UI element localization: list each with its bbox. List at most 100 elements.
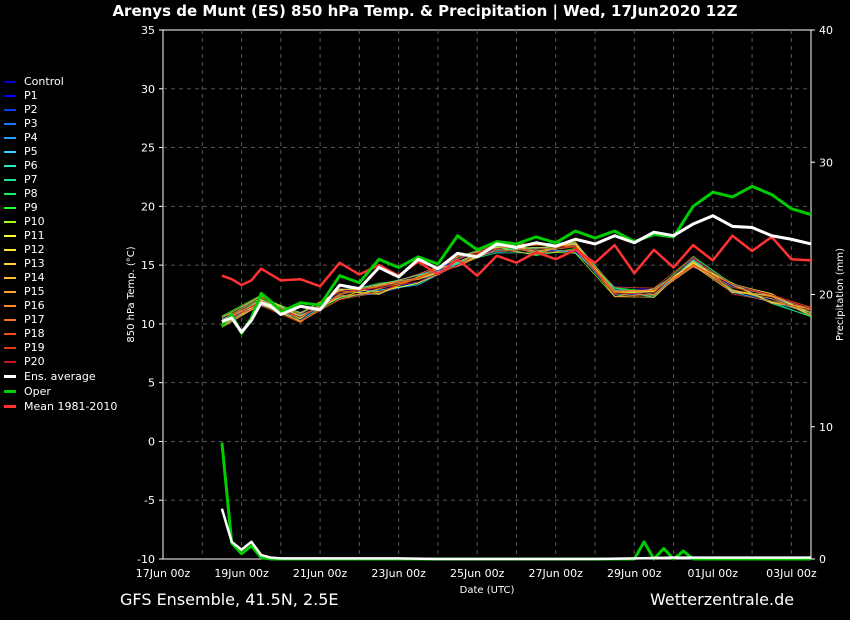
legend-item: P18	[4, 327, 117, 341]
legend-label: Ens. average	[24, 370, 96, 383]
legend-swatch	[4, 207, 16, 209]
temp-series-line	[220, 184, 812, 335]
legend-item: P9	[4, 201, 117, 215]
precip-series-line	[220, 442, 811, 561]
legend-label: P13	[24, 257, 45, 270]
legend-item: P8	[4, 187, 117, 201]
legend-label: P15	[24, 285, 45, 298]
legend-label: P16	[24, 299, 45, 312]
legend-item: P4	[4, 131, 117, 145]
legend-swatch	[4, 347, 16, 349]
legend-item: P16	[4, 299, 117, 313]
legend-swatch	[4, 151, 16, 153]
legend-item: P15	[4, 285, 117, 299]
legend-label: Mean 1981-2010	[24, 400, 118, 413]
legend-label: P18	[24, 327, 45, 340]
legend-label: P12	[24, 243, 45, 256]
x-tick-label: 19Jun 00z	[214, 567, 269, 580]
temp-series-line	[221, 214, 812, 334]
legend-swatch	[4, 375, 16, 378]
legend-label: P7	[24, 173, 38, 186]
site-credit: Wetterzentrale.de	[650, 590, 795, 609]
legend-swatch	[4, 405, 16, 408]
y-tick-label: 0	[148, 435, 155, 448]
legend-item: P2	[4, 103, 117, 117]
legend-swatch	[4, 319, 16, 321]
legend-item: P19	[4, 341, 117, 355]
legend-swatch	[4, 361, 16, 363]
legend-label: Control	[24, 75, 64, 88]
legend-item: P6	[4, 159, 117, 173]
legend-swatch	[4, 305, 16, 307]
legend-swatch	[4, 165, 16, 167]
legend-swatch	[4, 123, 16, 125]
legend-item: Ens. average	[4, 369, 117, 384]
legend-label: Oper	[24, 385, 51, 398]
x-tick-label: 21Jun 00z	[293, 567, 348, 580]
legend-label: P17	[24, 313, 45, 326]
legend-label: P11	[24, 229, 45, 242]
y-tick-label: 25	[141, 142, 155, 155]
legend-swatch	[4, 235, 16, 237]
legend-item: P20	[4, 355, 117, 369]
legend-swatch	[4, 263, 16, 265]
precip-series-line	[220, 508, 811, 561]
temp-series-line	[221, 234, 812, 288]
legend-label: P9	[24, 201, 38, 214]
legend-swatch	[4, 249, 16, 251]
legend-swatch	[4, 109, 16, 111]
legend-item: Control	[4, 75, 117, 89]
legend-item: P5	[4, 145, 117, 159]
legend-swatch	[4, 333, 16, 335]
legend-item: P14	[4, 271, 117, 285]
legend-item: P3	[4, 117, 117, 131]
legend-swatch	[4, 137, 16, 139]
y-tick-label: -10	[137, 553, 155, 566]
y2-tick-label: 40	[819, 24, 833, 37]
legend-swatch	[4, 291, 16, 293]
y-axis-label: 850 hPa Temp. (°C)	[126, 246, 137, 342]
x-tick-label: 03Jul 00z	[766, 567, 817, 580]
legend-swatch	[4, 390, 16, 393]
legend-swatch	[4, 179, 16, 181]
legend-item: P7	[4, 173, 117, 187]
x-tick-label: 23Jun 00z	[371, 567, 426, 580]
legend-swatch	[4, 221, 16, 223]
legend-label: P5	[24, 145, 38, 158]
y-tick-label: 10	[141, 318, 155, 331]
legend-swatch	[4, 95, 16, 97]
legend-label: P10	[24, 215, 45, 228]
legend-label: P4	[24, 131, 38, 144]
y-tick-label: -5	[144, 494, 155, 507]
legend-item: P13	[4, 257, 117, 271]
x-axis-label: Date (UTC)	[460, 585, 515, 596]
x-tick-label: 27Jun 00z	[529, 567, 584, 580]
legend-item: P11	[4, 229, 117, 243]
x-tick-label: 01Jul 00z	[688, 567, 739, 580]
y2-tick-label: 30	[819, 156, 833, 169]
legend-label: P14	[24, 271, 45, 284]
y-tick-label: 15	[141, 259, 155, 272]
legend-label: P20	[24, 355, 45, 368]
y-tick-label: 30	[141, 83, 155, 96]
y2-tick-label: 20	[819, 289, 833, 302]
legend-label: P2	[24, 103, 38, 116]
legend-swatch	[4, 193, 16, 195]
legend-item: P17	[4, 313, 117, 327]
x-tick-label: 29Jun 00z	[607, 567, 662, 580]
y-tick-label: 5	[148, 377, 155, 390]
y-tick-label: 35	[141, 24, 155, 37]
model-info: GFS Ensemble, 41.5N, 2.5E	[120, 590, 339, 609]
legend-swatch	[4, 277, 16, 279]
legend: Control P1 P2 P3 P4 P5 P6 P7 P8 P9 P10 P11 P12 P13 P14…	[4, 75, 117, 414]
legend-label: P3	[24, 117, 38, 130]
legend-item: Oper	[4, 384, 117, 399]
legend-label: P1	[24, 89, 38, 102]
x-tick-label: 25Jun 00z	[450, 567, 505, 580]
y2-axis-label: Precipitation (mm)	[835, 248, 846, 341]
legend-item: P1	[4, 89, 117, 103]
y2-tick-label: 0	[819, 553, 826, 566]
legend-item: P10	[4, 215, 117, 229]
legend-label: P8	[24, 187, 38, 200]
